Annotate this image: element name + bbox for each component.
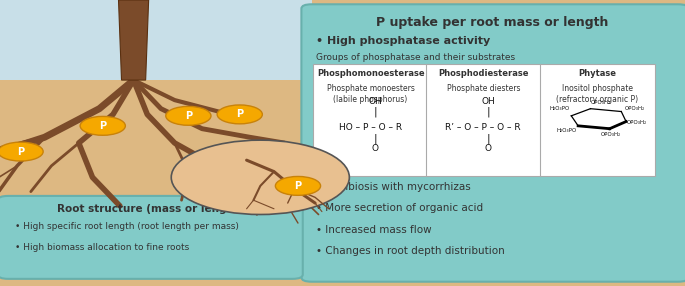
Text: P: P xyxy=(295,181,301,191)
Text: Root structure (mass or length): Root structure (mass or length) xyxy=(58,204,244,214)
FancyBboxPatch shape xyxy=(426,64,541,176)
Text: |: | xyxy=(373,134,377,144)
Text: • Symbiosis with mycorrhizas: • Symbiosis with mycorrhizas xyxy=(316,182,471,192)
Text: OPO₃H₂: OPO₃H₂ xyxy=(625,106,645,111)
Text: OH: OH xyxy=(482,97,495,106)
Text: Phosphate monoesters
(labile phosphorus): Phosphate monoesters (labile phosphorus) xyxy=(327,84,414,104)
Text: Phosphate diesters: Phosphate diesters xyxy=(447,84,521,93)
FancyBboxPatch shape xyxy=(313,64,428,176)
Text: |: | xyxy=(486,106,490,117)
Text: Phosphomonoesterase: Phosphomonoesterase xyxy=(316,69,425,78)
Polygon shape xyxy=(119,0,149,80)
Text: HO – P – O – R: HO – P – O – R xyxy=(339,123,402,132)
Circle shape xyxy=(171,140,349,214)
Text: P: P xyxy=(236,110,243,119)
FancyBboxPatch shape xyxy=(0,196,303,279)
FancyBboxPatch shape xyxy=(0,0,312,80)
Text: H₂O₃PO: H₂O₃PO xyxy=(556,128,577,133)
Text: Inositol phosphate
(refractory organic P): Inositol phosphate (refractory organic P… xyxy=(556,84,638,104)
Circle shape xyxy=(80,116,125,135)
Text: • Changes in root depth distribution: • Changes in root depth distribution xyxy=(316,246,506,256)
Text: R’ – O – P – O – R: R’ – O – P – O – R xyxy=(445,123,521,132)
Circle shape xyxy=(0,142,43,161)
FancyBboxPatch shape xyxy=(540,64,655,176)
Text: H₂O₃PO: H₂O₃PO xyxy=(549,106,570,111)
Circle shape xyxy=(166,106,211,125)
Text: P uptake per root mass or length: P uptake per root mass or length xyxy=(375,16,608,29)
Text: OPO₃H₂: OPO₃H₂ xyxy=(627,120,647,126)
Text: • High biomass allocation to fine roots: • High biomass allocation to fine roots xyxy=(15,243,189,252)
FancyBboxPatch shape xyxy=(301,4,685,282)
Text: • Increased mass flow: • Increased mass flow xyxy=(316,225,432,235)
Text: • More secretion of organic acid: • More secretion of organic acid xyxy=(316,203,484,213)
Text: • High phosphatase activity: • High phosphatase activity xyxy=(316,36,490,46)
Text: P: P xyxy=(17,147,24,156)
Circle shape xyxy=(217,105,262,124)
Text: O: O xyxy=(372,144,379,153)
Text: Groups of phosphatase and their substrates: Groups of phosphatase and their substrat… xyxy=(316,53,516,62)
Text: |: | xyxy=(373,106,377,117)
Text: • High specific root length (root length per mass): • High specific root length (root length… xyxy=(15,222,239,231)
Text: Phosphodiesterase: Phosphodiesterase xyxy=(438,69,529,78)
Circle shape xyxy=(275,176,321,195)
Text: OH: OH xyxy=(369,97,382,106)
Text: O: O xyxy=(485,144,492,153)
Text: OPO₃H₂: OPO₃H₂ xyxy=(601,132,621,137)
Text: Phytase: Phytase xyxy=(578,69,616,78)
Text: |: | xyxy=(486,134,490,144)
Text: OPO₃H₂: OPO₃H₂ xyxy=(590,100,611,106)
Text: P: P xyxy=(99,121,106,131)
Text: P: P xyxy=(185,111,192,121)
